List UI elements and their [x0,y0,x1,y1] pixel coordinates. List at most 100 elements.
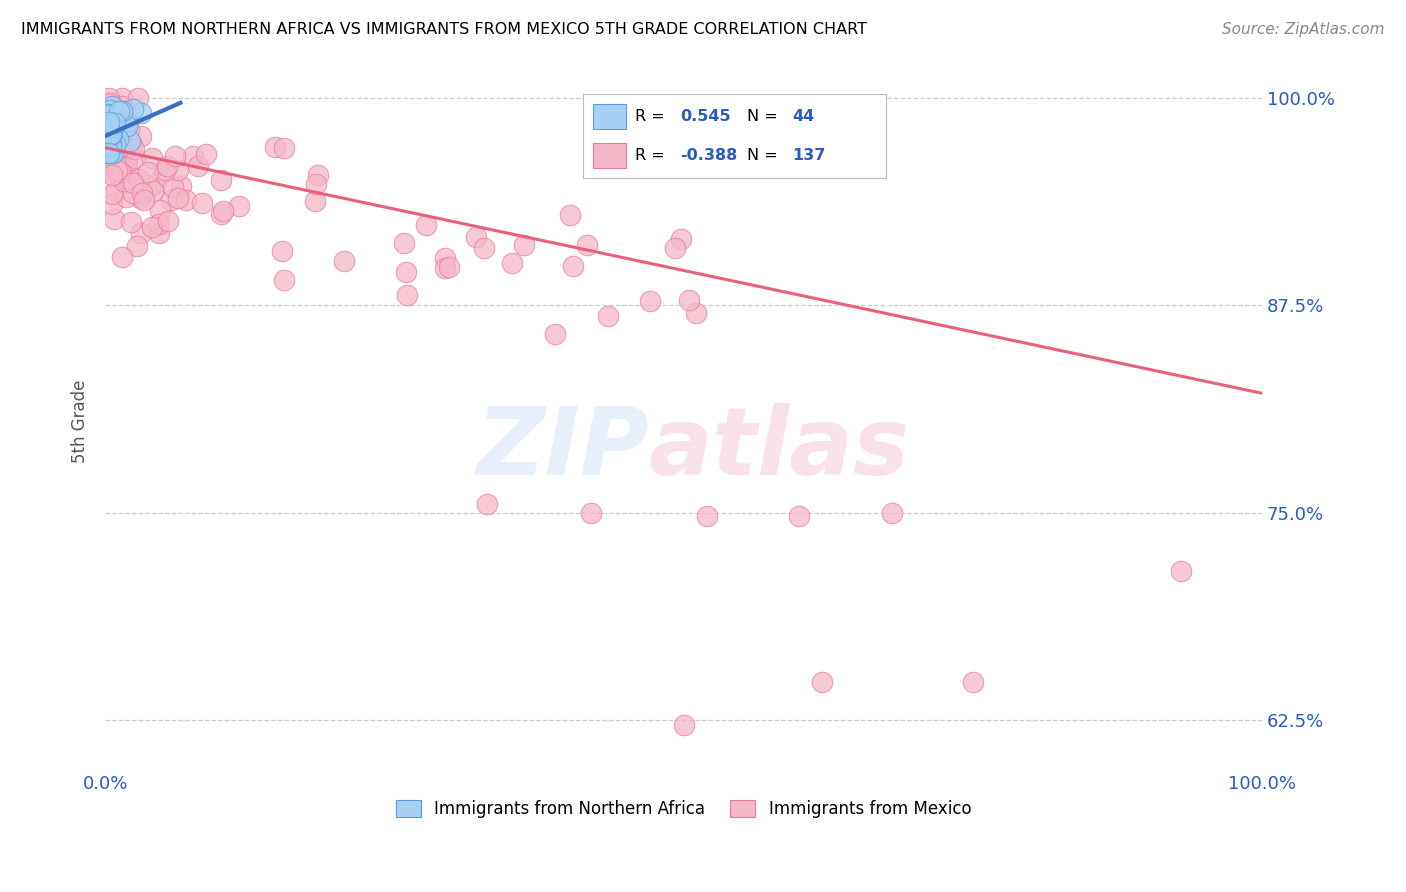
Text: 44: 44 [792,109,814,124]
Point [472,241,495,255]
Point [100,138,122,153]
Point [187,159,209,173]
Point [638,293,661,308]
Bar [592,143,626,169]
Point [148,217,170,231]
Point [787,509,810,524]
Point [209,207,232,221]
Point [434,261,457,276]
Point [136,165,159,179]
Point [141,152,163,166]
Point [96,142,118,156]
Point [107,132,129,146]
Point [110,128,132,142]
Point [120,215,142,229]
Point [166,162,188,177]
Point [228,199,250,213]
Point [98,103,121,118]
Point [332,254,354,268]
Point [145,176,167,190]
Point [100,128,122,143]
Point [111,158,134,172]
Point [101,145,124,160]
Point [190,196,212,211]
Point [129,129,152,144]
Point [108,126,131,140]
Text: ZIP: ZIP [477,403,648,495]
Point [107,104,129,119]
Y-axis label: 5th Grade: 5th Grade [72,380,89,463]
Point [98,115,121,129]
Point [117,115,139,129]
Point [94,121,117,136]
Legend: Immigrants from Northern Africa, Immigrants from Mexico: Immigrants from Northern Africa, Immigra… [389,793,977,824]
Point [118,134,141,148]
Point [101,128,124,143]
Point [437,260,460,274]
Point [115,157,138,171]
Point [117,120,139,134]
Point [163,149,186,163]
Point [392,236,415,251]
Point [155,162,177,177]
Point [475,498,498,512]
Point [174,193,197,207]
Point [94,106,117,120]
Point [596,309,619,323]
Point [101,197,124,211]
Point [115,190,138,204]
Point [181,149,204,163]
Text: R =: R = [636,148,669,163]
Point [104,116,127,130]
Point [671,232,693,246]
Point [122,142,145,156]
Text: atlas: atlas [648,403,910,495]
Point [97,128,120,143]
Point [562,259,585,273]
Point [100,98,122,112]
Point [264,140,287,154]
Point [696,509,718,524]
Point [100,160,122,174]
Text: R =: R = [636,109,669,124]
Point [209,173,232,187]
Point [118,173,141,187]
Point [100,128,122,142]
Point [100,145,122,159]
Point [98,97,121,112]
Text: 0.545: 0.545 [681,109,731,124]
Point [579,506,602,520]
Point [101,120,124,135]
Point [97,130,120,145]
Point [96,130,118,145]
Point [396,287,419,301]
Point [111,103,134,118]
Point [101,133,124,147]
Point [156,160,179,174]
Point [104,120,127,134]
Point [149,202,172,217]
Point [98,91,121,105]
Point [104,136,127,151]
Point [96,107,118,121]
Text: N =: N = [747,109,783,124]
Point [117,140,139,154]
Point [121,137,143,152]
Point [273,141,295,155]
Point [152,165,174,179]
Point [501,256,523,270]
Point [962,675,984,690]
Point [685,306,707,320]
Point [124,151,146,165]
Point [167,191,190,205]
Point [122,175,145,189]
Point [141,219,163,234]
Point [122,176,145,190]
Point [96,130,118,145]
Point [111,250,134,264]
Text: Source: ZipAtlas.com: Source: ZipAtlas.com [1222,22,1385,37]
Point [107,145,129,159]
Point [104,120,127,134]
Point [103,211,125,226]
Point [157,214,180,228]
